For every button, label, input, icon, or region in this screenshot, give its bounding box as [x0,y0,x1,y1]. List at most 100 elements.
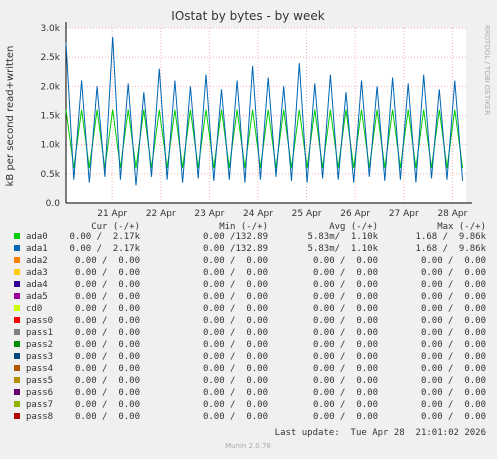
legend-label: ada4 [26,280,48,290]
legend-label: pass7 [26,400,53,410]
legend-stat: 0.00 / 0.00 [313,280,378,290]
x-tick-label: 25 Apr [292,209,322,219]
legend-swatch [14,245,20,251]
column-header: Max (-/+) [437,222,486,232]
legend-stat: 0.00 / 0.00 [75,256,140,266]
legend-stat: 0.00 / 0.00 [313,400,378,410]
legend-stat: 0.00 / 0.00 [313,292,378,302]
legend-stat: 0.00 / 0.00 [203,268,268,278]
legend-swatch [14,413,20,419]
legend-swatch [14,365,20,371]
legend-stat: 0.00 / 0.00 [203,280,268,290]
legend-label: pass5 [26,376,53,386]
legend-label: ada3 [26,268,48,278]
legend-swatch [14,257,20,263]
column-header: Cur (-/+) [91,222,140,232]
legend-stat: 0.00 / 0.00 [313,328,378,338]
legend-stat: 0.00 / 0.00 [421,364,486,374]
legend-stat: 0.00 / 0.00 [421,328,486,338]
legend-swatch [14,233,20,239]
legend-stat: 0.00 / 0.00 [203,400,268,410]
legend-stat: 0.00 / 0.00 [203,376,268,386]
legend-stat: 0.00 / 0.00 [75,292,140,302]
x-tick-label: 27 Apr [389,209,419,219]
legend-stat: 0.00 / 0.00 [421,292,486,302]
legend-stat: 0.00 / 0.00 [203,364,268,374]
legend-swatch [14,389,20,395]
legend-swatch [14,341,20,347]
legend-swatch [14,329,20,335]
legend-stat: 0.00 / 0.00 [421,340,486,350]
side-label: RRDTOOL / TOBI OETIKER [483,25,491,115]
footer: Last update: Tue Apr 28 21:01:02 2026 [275,428,486,438]
legend-stat: 0.00 / 0.00 [313,364,378,374]
legend-stat: 0.00 / 0.00 [421,256,486,266]
legend-stat: 0.00 / 0.00 [203,340,268,350]
column-header: Min (-/+) [219,222,268,232]
legend-stat: 0.00 / 0.00 [75,328,140,338]
series-line [65,36,464,186]
y-tick-label: 1.0k [40,141,60,151]
legend-stat: 0.00 / 0.00 [75,268,140,278]
legend-stat: 0.00 / 0.00 [313,304,378,314]
y-tick-label: 0.5k [40,170,60,180]
legend-stat: 0.00 / 0.00 [75,304,140,314]
legend-stat: 0.00 / 0.00 [421,388,486,398]
legend-stat: 5.83m/ 1.10k [308,232,379,242]
legend-swatch [14,281,20,287]
legend-swatch [14,377,20,383]
legend-stat: 0.00 / 0.00 [421,316,486,326]
legend-label: ada1 [26,244,48,254]
legend-stat: 0.00 / 2.17k [70,244,141,254]
x-tick-label: 22 Apr [146,209,176,219]
legend-swatch [14,269,20,275]
legend-stat: 0.00 / 0.00 [421,412,486,422]
legend-swatch [14,293,20,299]
legend-stat: 0.00 / 0.00 [313,316,378,326]
legend-stat: 0.00 / 0.00 [421,268,486,278]
legend-stat: 0.00 / 0.00 [75,388,140,398]
chart-title: IOstat by bytes - by week [171,9,324,23]
legend-stat: 0.00 / 0.00 [313,388,378,398]
x-tick-label: 26 Apr [340,209,370,219]
legend-stat: 0.00 / 0.00 [203,352,268,362]
legend-stat: 0.00 /132.89 [203,232,268,242]
legend-swatch [14,353,20,359]
x-tick-label: 24 Apr [243,209,273,219]
y-tick-label: 3.0k [40,24,60,34]
legend-stat: 0.00 / 0.00 [75,412,140,422]
legend-stat: 0.00 / 0.00 [313,352,378,362]
legend-stat: 1.68 / 9.86k [416,244,487,254]
legend-stat: 0.00 / 2.17k [70,232,141,242]
legend-swatch [14,401,20,407]
legend-swatch [14,317,20,323]
legend-stat: 1.68 / 9.86k [416,232,487,242]
legend-stat: 0.00 / 0.00 [203,412,268,422]
legend-stat: 0.00 / 0.00 [313,256,378,266]
legend-label: pass3 [26,352,53,362]
legend-stat: 0.00 / 0.00 [203,388,268,398]
legend-stat: 0.00 / 0.00 [203,328,268,338]
legend-stat: 5.83m/ 1.10k [308,244,379,254]
legend-stat: 0.00 / 0.00 [75,364,140,374]
legend-label: ada2 [26,256,48,266]
legend-swatch [14,305,20,311]
legend-stat: 0.00 / 0.00 [75,316,140,326]
legend-label: pass6 [26,388,53,398]
legend-stat: 0.00 / 0.00 [203,304,268,314]
x-tick-label: 28 Apr [437,209,467,219]
column-header: Avg (-/+) [329,222,378,232]
legend-label: pass1 [26,328,53,338]
y-tick-label: 2.5k [40,53,60,63]
legend-stat: 0.00 / 0.00 [75,352,140,362]
legend-stat: 0.00 / 0.00 [75,400,140,410]
legend-stat: 0.00 / 0.00 [421,304,486,314]
y-axis-label: kB per second read+written [5,46,16,187]
legend-label: pass2 [26,340,53,350]
legend-label: cd0 [26,304,42,314]
y-tick-label: 1.5k [40,112,60,122]
x-tick-label: 23 Apr [194,209,224,219]
legend-label: pass8 [26,412,53,422]
legend-label: ada0 [26,232,48,242]
